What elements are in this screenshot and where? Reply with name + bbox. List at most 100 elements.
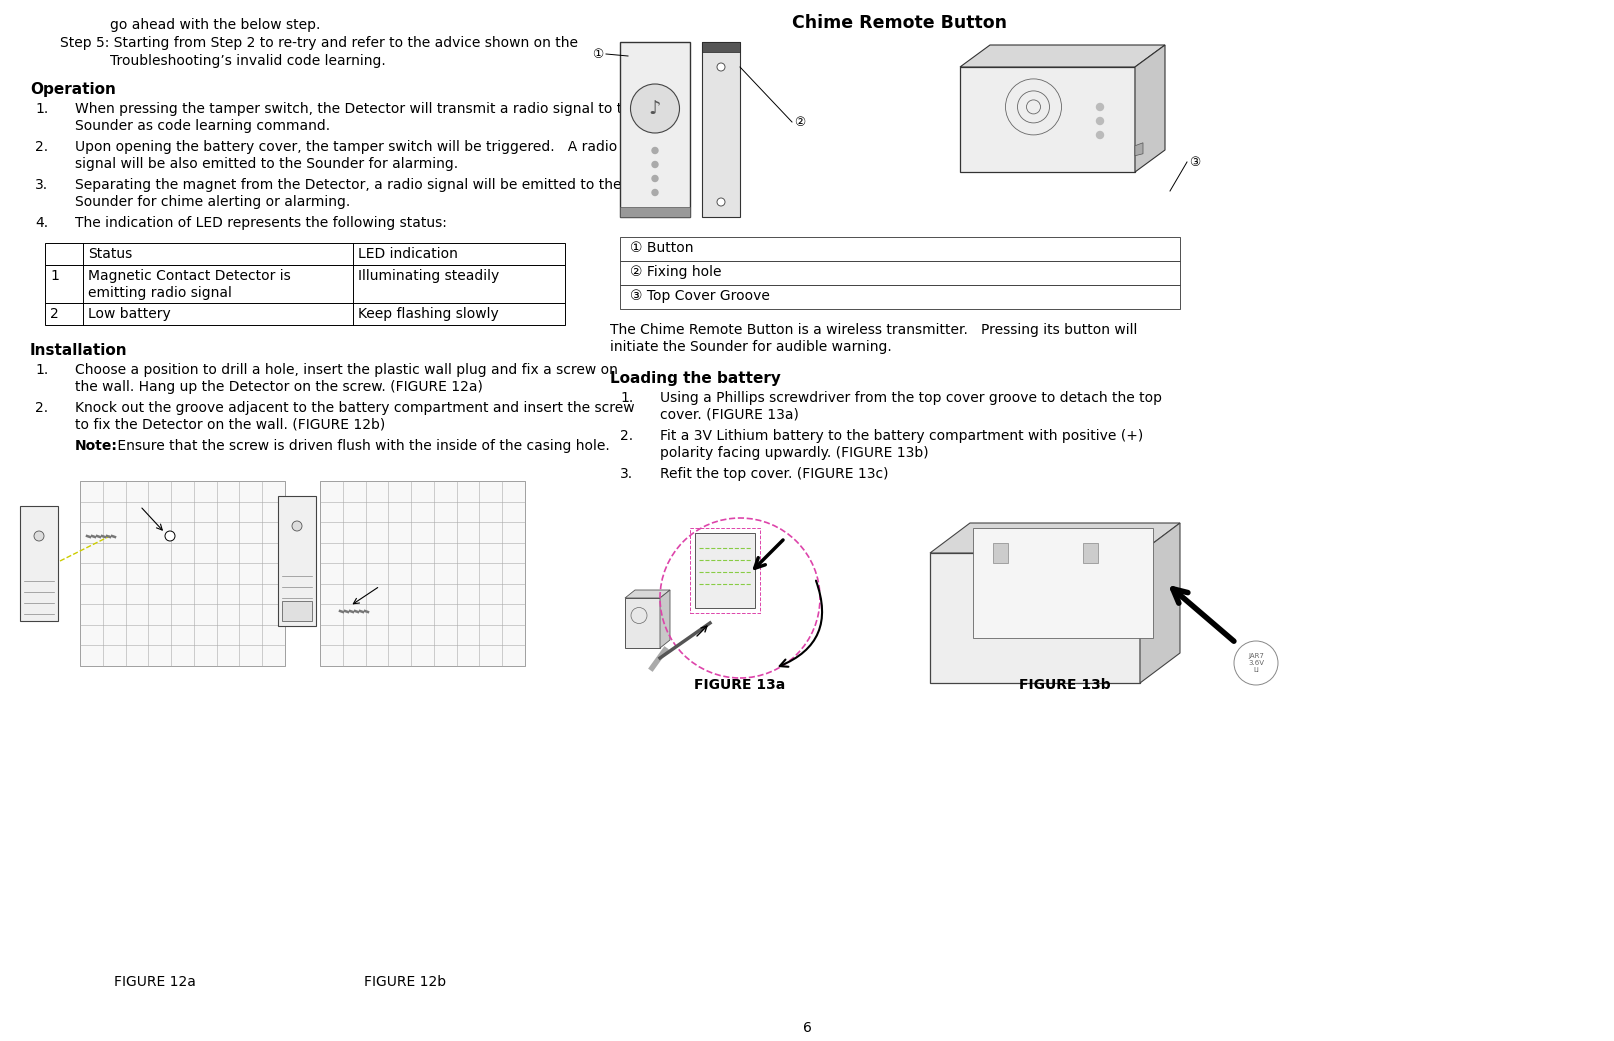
Text: Knock out the groove adjacent to the battery compartment and insert the screw: Knock out the groove adjacent to the bat… — [74, 401, 634, 415]
Circle shape — [652, 176, 659, 181]
Text: Operation: Operation — [31, 82, 116, 97]
Text: Separating the magnet from the Detector, a radio signal will be emitted to the: Separating the magnet from the Detector,… — [74, 178, 621, 192]
Circle shape — [1096, 103, 1104, 110]
Bar — [282, 601, 312, 621]
Text: 6: 6 — [802, 1021, 812, 1035]
Text: Loading the battery: Loading the battery — [610, 371, 781, 386]
Text: LED indication: LED indication — [358, 247, 458, 261]
Text: 1.: 1. — [620, 391, 633, 405]
Text: Note:: Note: — [74, 439, 118, 453]
Ellipse shape — [631, 84, 679, 133]
Polygon shape — [1135, 45, 1165, 172]
Circle shape — [717, 64, 725, 71]
Text: ② Fixing hole: ② Fixing hole — [629, 265, 721, 279]
Text: emitting radio signal: emitting radio signal — [89, 286, 232, 300]
Text: 2: 2 — [50, 307, 58, 321]
Bar — [702, 42, 739, 217]
Bar — [993, 543, 1009, 563]
Text: polarity facing upwardly. (FIGURE 13b): polarity facing upwardly. (FIGURE 13b) — [660, 446, 928, 460]
Text: 2.: 2. — [620, 429, 633, 443]
Text: 1.: 1. — [36, 363, 48, 377]
Text: FIGURE 13a: FIGURE 13a — [694, 678, 786, 692]
Polygon shape — [930, 523, 1180, 553]
Text: ②: ② — [794, 116, 805, 128]
Text: Fit a 3V Lithium battery to the battery compartment with positive (+): Fit a 3V Lithium battery to the battery … — [660, 429, 1143, 443]
Text: the wall. Hang up the Detector on the screw. (FIGURE 12a): the wall. Hang up the Detector on the sc… — [74, 380, 483, 393]
Text: 1.: 1. — [36, 102, 48, 116]
Text: Installation: Installation — [31, 342, 128, 358]
Polygon shape — [1139, 523, 1180, 683]
Circle shape — [1096, 131, 1104, 138]
Circle shape — [1235, 641, 1278, 685]
Text: ① Button: ① Button — [629, 242, 694, 255]
Circle shape — [652, 189, 659, 196]
Text: Using a Phillips screwdriver from the top cover groove to detach the top: Using a Phillips screwdriver from the to… — [660, 391, 1162, 405]
Bar — [620, 285, 1180, 309]
Bar — [625, 598, 660, 648]
Polygon shape — [625, 590, 670, 598]
Text: to fix the Detector on the wall. (FIGURE 12b): to fix the Detector on the wall. (FIGURE… — [74, 418, 386, 432]
Bar — [45, 303, 565, 325]
Bar — [1083, 543, 1098, 563]
Bar — [620, 261, 1180, 285]
Circle shape — [292, 520, 302, 531]
Bar — [19, 506, 58, 621]
Text: 2.: 2. — [36, 401, 48, 415]
Text: Refit the top cover. (FIGURE 13c): Refit the top cover. (FIGURE 13c) — [660, 467, 888, 481]
Polygon shape — [1135, 143, 1143, 156]
Text: FIGURE 12a: FIGURE 12a — [115, 975, 195, 989]
Text: 3.: 3. — [620, 467, 633, 481]
Text: ③ Top Cover Groove: ③ Top Cover Groove — [629, 289, 770, 303]
Circle shape — [652, 148, 659, 153]
Circle shape — [652, 161, 659, 168]
Text: ♪: ♪ — [649, 99, 662, 118]
Text: ③: ③ — [1190, 155, 1201, 169]
Text: Chime Remote Button: Chime Remote Button — [792, 14, 1007, 32]
Bar — [320, 481, 525, 666]
Bar — [45, 265, 565, 303]
Text: The Chime Remote Button is a wireless transmitter.   Pressing its button will: The Chime Remote Button is a wireless tr… — [610, 323, 1138, 337]
Bar — [691, 528, 760, 613]
Text: 3.: 3. — [36, 178, 48, 192]
Bar — [620, 237, 1180, 261]
Text: ①: ① — [592, 48, 604, 60]
Bar — [278, 496, 316, 626]
Polygon shape — [960, 45, 1165, 67]
Bar — [45, 243, 565, 265]
Text: signal will be also emitted to the Sounder for alarming.: signal will be also emitted to the Sound… — [74, 157, 458, 171]
Text: The indication of LED represents the following status:: The indication of LED represents the fol… — [74, 215, 447, 230]
Text: Sounder as code learning command.: Sounder as code learning command. — [74, 119, 331, 133]
Bar — [620, 42, 691, 217]
Bar — [930, 553, 1139, 683]
Text: Low battery: Low battery — [89, 307, 171, 321]
Text: FIGURE 13b: FIGURE 13b — [1018, 678, 1110, 692]
Bar — [620, 207, 691, 217]
Bar — [960, 67, 1135, 172]
Bar — [702, 42, 739, 52]
Text: Ensure that the screw is driven flush with the inside of the casing hole.: Ensure that the screw is driven flush wi… — [113, 439, 610, 453]
Text: 4.: 4. — [36, 215, 48, 230]
Circle shape — [717, 198, 725, 206]
Text: FIGURE 12b: FIGURE 12b — [363, 975, 445, 989]
Bar — [973, 528, 1152, 638]
Text: Magnetic Contact Detector is: Magnetic Contact Detector is — [89, 269, 291, 283]
Text: go ahead with the below step.: go ahead with the below step. — [110, 18, 320, 32]
Bar — [696, 533, 755, 608]
Text: Step 5: Starting from Step 2 to re-try and refer to the advice shown on the: Step 5: Starting from Step 2 to re-try a… — [60, 36, 578, 50]
Polygon shape — [660, 590, 670, 648]
Text: Illuminating steadily: Illuminating steadily — [358, 269, 499, 283]
Circle shape — [165, 531, 174, 541]
Circle shape — [1096, 118, 1104, 125]
Text: cover. (FIGURE 13a): cover. (FIGURE 13a) — [660, 408, 799, 422]
Text: Keep flashing slowly: Keep flashing slowly — [358, 307, 499, 321]
Text: Troubleshooting’s invalid code learning.: Troubleshooting’s invalid code learning. — [110, 54, 386, 68]
Text: Upon opening the battery cover, the tamper switch will be triggered.   A radio: Upon opening the battery cover, the tamp… — [74, 139, 617, 154]
Text: Sounder for chime alerting or alarming.: Sounder for chime alerting or alarming. — [74, 195, 350, 209]
Text: initiate the Sounder for audible warning.: initiate the Sounder for audible warning… — [610, 340, 893, 354]
Text: Choose a position to drill a hole, insert the plastic wall plug and fix a screw : Choose a position to drill a hole, inser… — [74, 363, 618, 377]
Text: 2.: 2. — [36, 139, 48, 154]
Text: JAR7
3.6V
Li: JAR7 3.6V Li — [1248, 653, 1264, 672]
Bar — [81, 481, 286, 666]
Text: Status: Status — [89, 247, 132, 261]
Text: When pressing the tamper switch, the Detector will transmit a radio signal to th: When pressing the tamper switch, the Det… — [74, 102, 639, 116]
